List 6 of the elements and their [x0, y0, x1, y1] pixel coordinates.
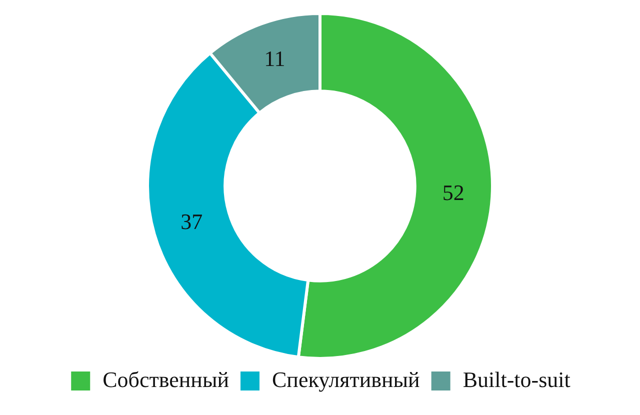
- legend-label: Built-to-suit: [462, 366, 570, 392]
- legend-label: Собственный: [102, 366, 230, 392]
- data-label: 37: [180, 209, 203, 234]
- data-label: 52: [442, 180, 464, 206]
- legend-label: Спекулятивный: [272, 366, 420, 392]
- data-label: 11: [264, 46, 286, 71]
